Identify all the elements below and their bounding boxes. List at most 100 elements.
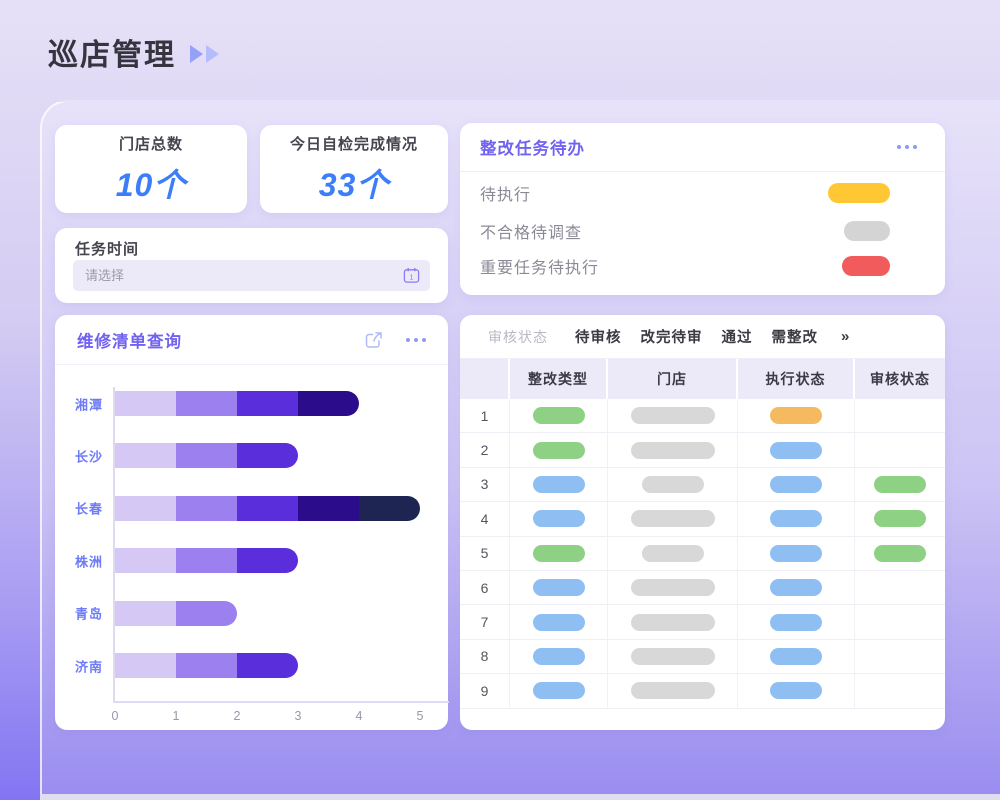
- chart-x-tick: 2: [233, 709, 241, 723]
- table-cell: [510, 536, 608, 570]
- stat-label: 今日自检完成情况: [289, 135, 418, 153]
- table-cell: [855, 468, 945, 501]
- table-row[interactable]: 3: [460, 467, 945, 503]
- cell-status-pill: [770, 682, 822, 700]
- table-cell: [855, 399, 945, 432]
- filter-option-pending[interactable]: 待审核: [575, 330, 622, 346]
- table-cell: [510, 467, 608, 502]
- audit-filter-bar: 审核状态 待审核 改完待审 通过 需整改 »: [460, 315, 945, 359]
- cell-status-pill: [641, 544, 704, 562]
- chart-bar-segment: [115, 495, 176, 521]
- table-row[interactable]: 6: [460, 570, 945, 606]
- chart-bar-row: 湘潭: [55, 391, 448, 416]
- ellipsis-icon[interactable]: [897, 145, 917, 149]
- cell-status-pill: [770, 613, 822, 631]
- chart-bar-segment: [237, 548, 298, 574]
- table-row[interactable]: 4: [460, 502, 945, 537]
- chart-category-label: 长沙: [74, 449, 103, 465]
- chart-category-label: 济南: [74, 659, 103, 674]
- filter-option-passed[interactable]: 通过: [721, 330, 753, 346]
- table-cell: [510, 502, 608, 536]
- filter-more-chevron[interactable]: »: [841, 328, 850, 345]
- ellipsis-icon[interactable]: [406, 337, 426, 342]
- table-cell: [855, 537, 945, 570]
- chart-bar-segment: [298, 391, 359, 416]
- stat-value: 33个: [318, 166, 390, 203]
- chart-bar: [115, 653, 298, 678]
- chart-bar-segment: [176, 391, 237, 416]
- chart-bar-segment: [176, 495, 237, 521]
- table-cell: [608, 605, 738, 639]
- cell-status-pill: [532, 682, 585, 700]
- table-cell: [855, 605, 945, 638]
- chart-bar-segment: [359, 495, 420, 521]
- calendar-icon[interactable]: 1: [403, 267, 420, 284]
- cell-status-pill: [770, 579, 822, 597]
- row-index: 2: [480, 442, 489, 459]
- cell-status-pill: [532, 441, 585, 459]
- table-cell: [608, 536, 738, 570]
- cell-status-pill: [532, 475, 585, 493]
- todo-item-label: 重要任务待执行: [480, 260, 600, 277]
- task-time-input[interactable]: [73, 268, 403, 283]
- repair-list-card: 维修清单查询 湘潭 长沙 长春 株洲 青岛 济南 0 1 2 3 4 5: [55, 315, 449, 730]
- table-cell: [855, 502, 945, 535]
- todo-item-label: 待执行: [480, 187, 532, 204]
- row-index-cell: 2: [460, 433, 510, 467]
- share-icon[interactable]: [364, 330, 384, 350]
- table-row[interactable]: 7: [460, 605, 945, 640]
- chart-bar: [115, 391, 359, 416]
- table-row[interactable]: 9: [460, 674, 945, 709]
- table-cell: [855, 640, 945, 673]
- task-time-label: 任务时间: [75, 241, 140, 258]
- chart-x-tick: 4: [355, 709, 363, 723]
- chart-bar: [115, 548, 298, 574]
- table-cell: [510, 399, 608, 433]
- table-row[interactable]: 2: [460, 433, 945, 468]
- chart-bar-segment: [115, 600, 176, 626]
- chart-bar-segment: [115, 653, 176, 678]
- task-time-picker[interactable]: 1: [73, 260, 430, 291]
- table-row[interactable]: 1: [460, 399, 945, 434]
- cell-status-pill: [532, 647, 585, 665]
- repair-card-header: 维修清单查询: [55, 315, 448, 365]
- table-cell: [738, 467, 855, 502]
- chart-x-tick: 1: [172, 709, 180, 723]
- cell-status-pill: [770, 647, 822, 665]
- chart-bar-row: 长沙: [55, 443, 448, 469]
- chart-bar-segment: [176, 653, 237, 678]
- table-cell: [608, 467, 738, 502]
- chart-x-tick: 3: [294, 709, 302, 723]
- cell-status-pill: [630, 441, 715, 459]
- cell-status-pill: [630, 407, 715, 425]
- todo-card-title: 整改任务待办: [480, 140, 585, 158]
- table-row[interactable]: 8: [460, 639, 945, 675]
- row-index: 9: [480, 682, 489, 699]
- todo-item: 不合格待调查: [480, 219, 890, 243]
- chart-bar-segment: [237, 443, 298, 469]
- cell-status-pill: [532, 407, 585, 425]
- col-header-exec-status: 执行状态: [738, 359, 855, 399]
- col-header-audit-status: 审核状态: [870, 371, 930, 387]
- todo-status-pill: [844, 221, 890, 241]
- filter-option-revised[interactable]: 改完待审: [640, 330, 703, 346]
- filter-option-rectify[interactable]: 需整改: [771, 330, 818, 346]
- row-index-cell: 7: [460, 605, 510, 639]
- cell-status-pill: [874, 510, 926, 528]
- col-header-store: 门店: [608, 359, 738, 399]
- audit-table-card: 审核状态 待审核 改完待审 通过 需整改 » 整改类型 门店 执行状态 审核状态…: [460, 315, 945, 730]
- cell-status-pill: [532, 613, 585, 631]
- cell-status-pill: [630, 647, 715, 665]
- row-index-cell: 3: [460, 467, 510, 502]
- chart-x-tick: 5: [416, 709, 424, 723]
- chart-bar-segment: [298, 495, 359, 521]
- cell-status-pill: [630, 682, 715, 700]
- chart-y-axis: [113, 387, 115, 701]
- cell-status-pill: [532, 544, 585, 562]
- chart-bar-segment: [176, 443, 237, 469]
- table-cell: [608, 639, 738, 674]
- row-index: 3: [480, 476, 489, 493]
- cell-status-pill: [770, 441, 822, 459]
- table-row[interactable]: 5: [460, 536, 945, 571]
- todo-card-header: 整改任务待办: [460, 123, 945, 172]
